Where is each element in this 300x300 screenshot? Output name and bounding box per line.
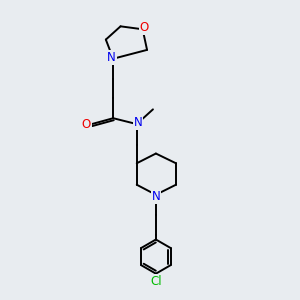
Text: N: N <box>152 190 160 203</box>
Text: N: N <box>134 116 142 129</box>
Text: O: O <box>82 118 91 130</box>
Text: O: O <box>140 21 149 34</box>
Text: N: N <box>107 51 116 64</box>
Text: Cl: Cl <box>150 275 162 288</box>
